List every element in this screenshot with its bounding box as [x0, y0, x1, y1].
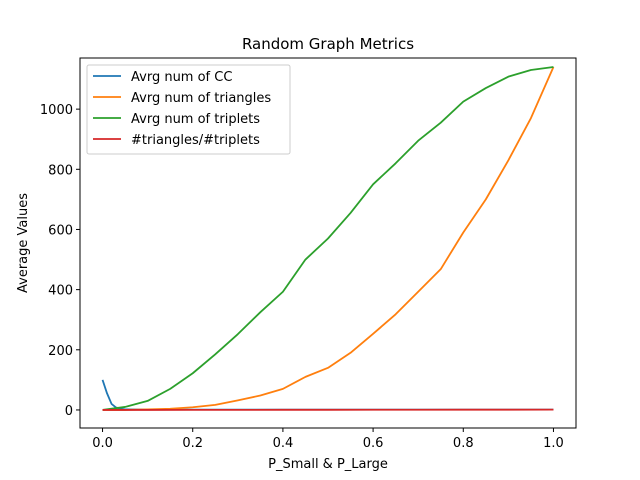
legend-label: #triangles/#triplets	[131, 133, 260, 148]
y-tick-label: 800	[48, 163, 73, 178]
y-tick-label: 400	[48, 284, 73, 299]
legend: Avrg num of CC Avrg num of triangles Avrg …	[86, 64, 291, 155]
x-tick-label: 0.8	[453, 436, 474, 451]
y-axis: 0 200 400 600 800 1000	[40, 103, 80, 419]
y-tick-label: 600	[48, 223, 73, 238]
legend-items: Avrg num of CC Avrg num of triangles Avrg …	[93, 70, 271, 148]
x-tick-label: 1.0	[543, 436, 564, 451]
y-tick-label: 0	[65, 404, 73, 419]
y-tick-label: 1000	[40, 103, 73, 118]
legend-label: Avrg num of triplets	[131, 112, 260, 127]
series-line-1	[101, 379, 554, 411]
x-axis: 0.0 0.2 0.4 0.6 0.8 1.0	[92, 428, 564, 451]
series-line-3	[102, 66, 554, 411]
x-tick-label: 0.0	[92, 436, 113, 451]
series-line-2	[102, 66, 555, 411]
y-tick-label: 200	[48, 344, 73, 359]
x-tick-label: 0.2	[182, 436, 203, 451]
legend-label: Avrg num of triangles	[131, 91, 271, 106]
x-tick-label: 0.6	[363, 436, 384, 451]
x-axis-label: P_Small & P_Large	[268, 457, 388, 472]
x-tick-label: 0.4	[273, 436, 294, 451]
legend-box	[86, 64, 291, 155]
plot-area-frame	[79, 57, 577, 429]
legend-label: Avrg num of CC	[131, 70, 232, 85]
chart-title: Random Graph Metrics	[242, 35, 414, 53]
series-layer	[101, 66, 555, 411]
y-axis-label: Average Values	[16, 193, 31, 293]
